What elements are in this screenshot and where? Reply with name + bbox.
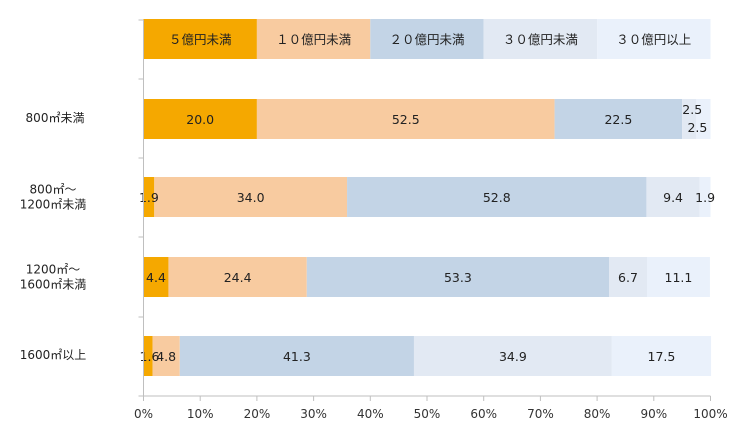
bar-segment: [609, 257, 647, 297]
x-tick-label: 0%: [134, 407, 153, 421]
x-tick-label: 100%: [693, 407, 727, 421]
bar-segment: [143, 336, 153, 376]
data-label: 52.5: [392, 112, 420, 127]
bar-segment: [682, 99, 697, 139]
category-label: 1200㎡～ 1600㎡未満: [20, 263, 87, 292]
bar-segment: [696, 99, 711, 139]
data-label: 9.4: [663, 190, 683, 205]
data-label: 1.9: [695, 190, 715, 205]
legend-entry: ３０億円以上: [616, 32, 691, 47]
bar-segment: [143, 257, 169, 297]
x-tick-label: 30%: [300, 407, 327, 421]
data-label: 53.3: [444, 270, 472, 285]
legend-swatch: [370, 19, 484, 59]
legend-entry: ５億円未満: [169, 32, 232, 47]
bar-segment: [611, 336, 712, 376]
data-label: 1.6: [140, 349, 160, 364]
x-tick-label: 20%: [244, 407, 271, 421]
data-label: 34.9: [499, 349, 527, 364]
data-label: 34.0: [237, 190, 265, 205]
bar-segment: [168, 257, 307, 297]
x-tick-label: 50%: [414, 407, 441, 421]
data-label: 22.5: [604, 112, 632, 127]
data-label: 1.9: [139, 190, 159, 205]
legend-swatch: [597, 19, 711, 59]
legend-entry: ３０億円未満: [503, 32, 578, 47]
bar-segment: [179, 336, 414, 376]
legend-swatch: [143, 19, 257, 59]
x-tick-label: 40%: [357, 407, 384, 421]
data-label: 20.0: [186, 112, 214, 127]
x-tick-label: 70%: [527, 407, 554, 421]
bar-segment: [554, 99, 683, 139]
legend-swatch: [256, 19, 371, 59]
data-label: 4.8: [156, 349, 176, 364]
bar-segment: [413, 336, 612, 376]
data-label: 2.5: [687, 120, 707, 135]
data-label: 6.7: [618, 270, 638, 285]
legend-entry: １０億円未満: [276, 32, 351, 47]
legend-entry: ２０億円未満: [389, 32, 464, 47]
legend-swatch: [483, 19, 598, 59]
data-label: 41.3: [283, 349, 311, 364]
x-tick-label: 90%: [640, 407, 667, 421]
data-label: 24.4: [224, 270, 252, 285]
category-label: 800㎡～ 1200㎡未満: [20, 183, 87, 212]
bar-segment: [143, 177, 155, 217]
category-label: 1600㎡以上: [20, 348, 87, 362]
data-label: 17.5: [648, 349, 676, 364]
bar-segment: [306, 257, 610, 297]
x-tick-label: 80%: [584, 407, 611, 421]
bar-segment: [646, 177, 700, 217]
data-label: 4.4: [146, 270, 166, 285]
bar-segment: [646, 257, 710, 297]
x-tick-label: 10%: [187, 407, 214, 421]
bar-segment: [699, 177, 711, 217]
bar-segment: [152, 336, 180, 376]
bar-segment: [347, 177, 647, 217]
bar-segment: [256, 99, 555, 139]
bar-segment: [154, 177, 348, 217]
data-label: 11.1: [665, 270, 693, 285]
bar-segment: [143, 99, 257, 139]
data-label: 52.8: [483, 190, 511, 205]
x-tick-label: 60%: [470, 407, 497, 421]
data-label: 2.5: [682, 102, 702, 117]
category-label: 800㎡未満: [26, 111, 85, 125]
